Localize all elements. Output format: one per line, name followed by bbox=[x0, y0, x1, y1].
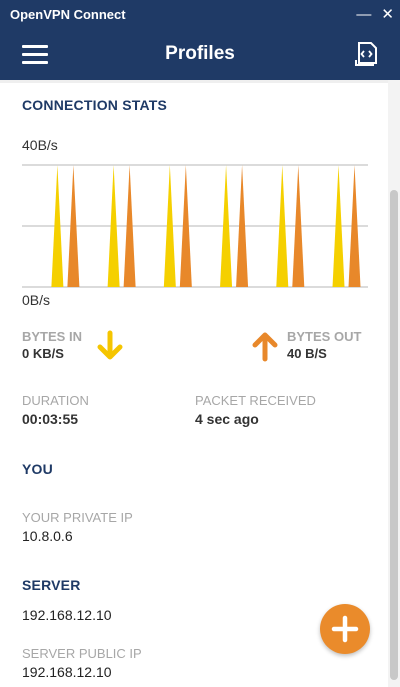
scrollbar-thumb[interactable] bbox=[390, 190, 398, 680]
bytes-out-spike bbox=[348, 165, 361, 287]
bytes-out-label: BYTES OUT bbox=[287, 329, 362, 344]
connection-details: CONNECTION STATS 40B/s 0B/s BYTES IN 0 K… bbox=[0, 80, 388, 687]
chart-ymax-label: 40B/s bbox=[22, 137, 58, 153]
arrow-up-icon bbox=[252, 332, 278, 362]
bytes-in-spike bbox=[163, 165, 176, 287]
minimize-button[interactable]: — bbox=[356, 5, 372, 23]
window-titlebar: OpenVPN Connect — ✕ bbox=[0, 0, 400, 28]
window-title: OpenVPN Connect bbox=[10, 6, 126, 22]
bytes-out-spike bbox=[67, 165, 80, 287]
traffic-chart bbox=[22, 164, 368, 288]
chart-ymin-label: 0B/s bbox=[22, 292, 51, 308]
server-public-ip-value: 192.168.12.10 bbox=[22, 664, 112, 680]
import-profile-icon[interactable] bbox=[352, 40, 380, 68]
bytes-out-spike bbox=[123, 165, 136, 287]
server-section-title: SERVER bbox=[22, 577, 81, 593]
private-ip-value: 10.8.0.6 bbox=[22, 528, 73, 544]
bytes-out-spike bbox=[292, 165, 305, 287]
bytes-in-spike bbox=[51, 165, 64, 287]
connection-stats-title: CONNECTION STATS bbox=[22, 97, 168, 113]
plus-icon bbox=[331, 615, 359, 643]
duration-label: DURATION bbox=[22, 393, 89, 408]
bytes-out-spike bbox=[236, 165, 249, 287]
packet-received-label: PACKET RECEIVED bbox=[195, 393, 316, 408]
hamburger-menu-icon[interactable] bbox=[22, 45, 48, 64]
close-button[interactable]: ✕ bbox=[381, 5, 394, 23]
duration-value: 00:03:55 bbox=[22, 411, 79, 427]
app-header: Profiles bbox=[0, 28, 400, 80]
bytes-in-spike bbox=[107, 165, 120, 287]
bytes-in-value: 0 KB/S bbox=[22, 346, 64, 361]
server-address-value: 192.168.12.10 bbox=[22, 607, 112, 623]
private-ip-label: YOUR PRIVATE IP bbox=[22, 510, 133, 525]
scrollbar[interactable] bbox=[388, 80, 400, 687]
arrow-down-icon bbox=[97, 330, 123, 360]
server-public-ip-label: SERVER PUBLIC IP bbox=[22, 646, 142, 661]
add-profile-button[interactable] bbox=[320, 604, 370, 654]
packet-received-value: 4 sec ago bbox=[195, 411, 259, 427]
bytes-in-spike bbox=[220, 165, 233, 287]
bytes-in-label: BYTES IN bbox=[22, 329, 82, 344]
page-title: Profiles bbox=[165, 43, 235, 64]
you-section-title: YOU bbox=[22, 461, 53, 477]
bytes-out-spike bbox=[179, 165, 192, 287]
bytes-in-spike bbox=[276, 165, 289, 287]
bytes-out-value: 40 B/S bbox=[287, 346, 327, 361]
bytes-in-spike bbox=[332, 165, 345, 287]
